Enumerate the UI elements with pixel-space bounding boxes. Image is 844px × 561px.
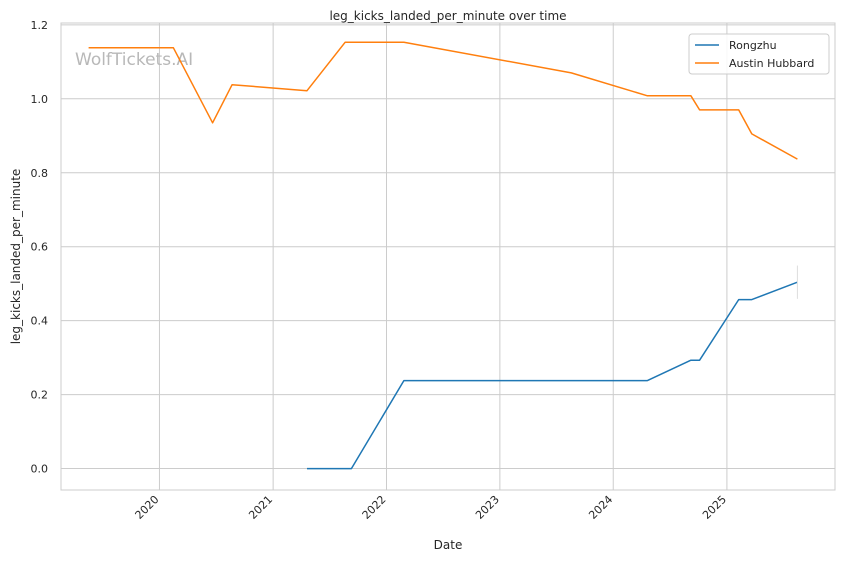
y-tick-label: 0.4 <box>31 315 49 328</box>
y-tick-label: 1.0 <box>31 93 49 106</box>
y-tick-label: 0.0 <box>31 463 49 476</box>
legend-label: Austin Hubbard <box>729 57 814 70</box>
plot-frame <box>60 22 836 491</box>
watermark-text: WolfTickets.AI <box>75 50 193 70</box>
x-axis-title: Date <box>434 538 463 552</box>
y-tick-label: 0.2 <box>31 389 49 402</box>
legend: Rongzhu Austin Hubbard <box>688 33 830 75</box>
y-tick-label: 0.8 <box>31 167 49 180</box>
legend-label: Rongzhu <box>729 39 777 52</box>
y-tick-label: 0.6 <box>31 241 49 254</box>
legend-box <box>688 33 830 75</box>
grid <box>61 23 835 490</box>
y-tick-label: 1.2 <box>31 19 49 32</box>
series-layer <box>88 41 798 470</box>
series-line-rongzhu <box>307 281 798 470</box>
series-line-austin-hubbard <box>88 41 798 160</box>
chart-title: leg_kicks_landed_per_minute over time <box>329 9 566 23</box>
y-axis-title: leg_kicks_landed_per_minute <box>9 169 23 345</box>
